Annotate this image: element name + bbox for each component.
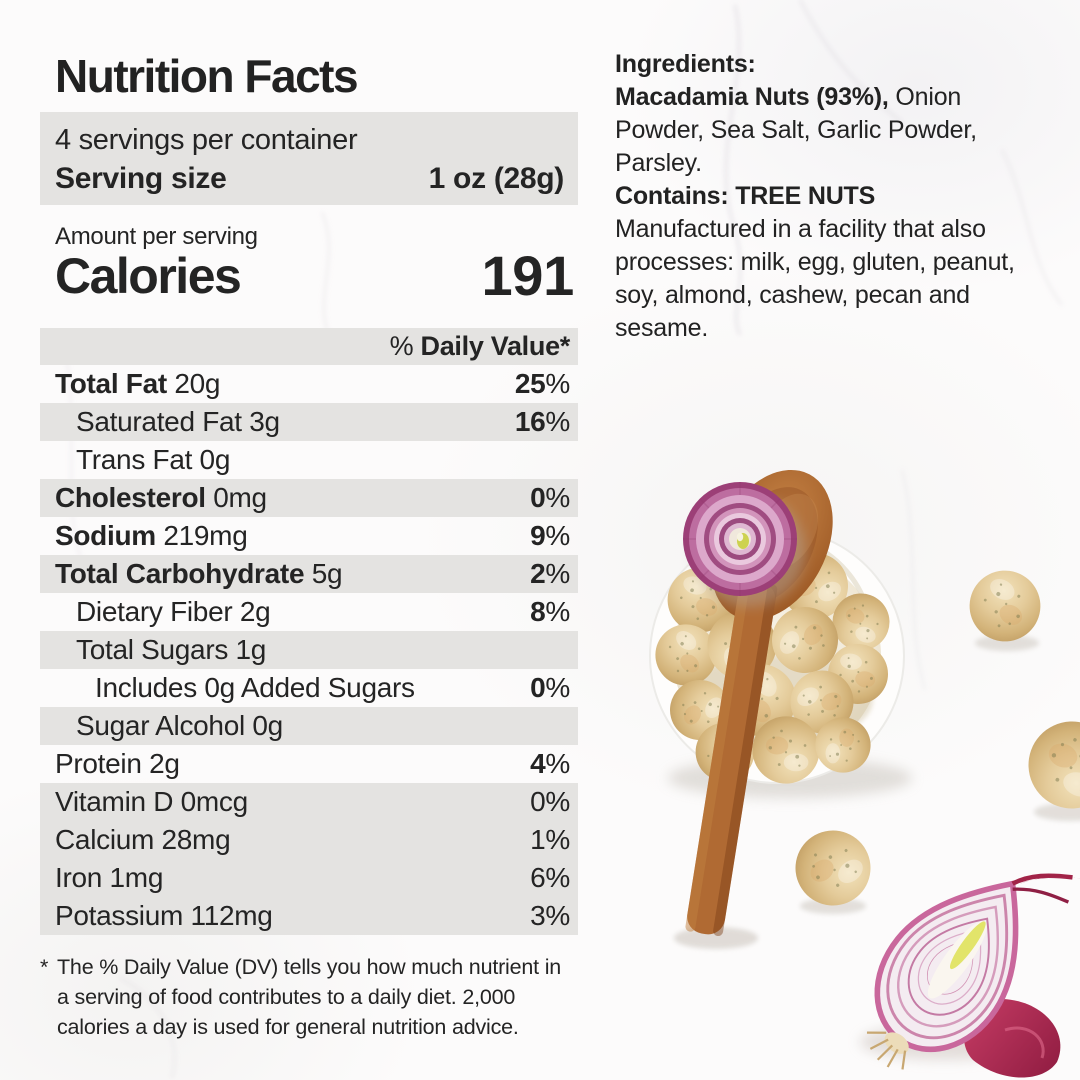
nutrient-label: Saturated Fat 3g [76, 406, 280, 437]
calories-value: 191 [481, 244, 574, 307]
daily-value-footnote: * The % Daily Value (DV) tells you how m… [40, 952, 585, 1042]
nutrition-facts-title: Nutrition Facts [55, 50, 359, 102]
nutrient-label: Includes 0g Added Sugars [95, 672, 415, 703]
nutrient-label: Total Fat 20g [55, 368, 221, 399]
contains-body: Manufactured in a facility that also pro… [615, 215, 1015, 342]
nutrient-daily-value: 9% [530, 520, 570, 551]
daily-value-header: % Daily Value* [40, 328, 578, 365]
row-total-sugars: Total Sugars 1g [40, 631, 578, 669]
row-iron: Iron 1mg 6% [40, 859, 578, 897]
ingredients-rest: Onion Powder, Sea Salt, Garlic Powder, P… [615, 83, 977, 177]
ingredients-main-item: Macadamia Nuts (93%), [615, 83, 889, 111]
half-red-onion [860, 873, 1080, 1078]
nutrient-label: Dietary Fiber 2g [76, 596, 271, 627]
row-sodium: Sodium 219mg 9% [40, 517, 578, 555]
footnote-text: The % Daily Value (DV) tells you how muc… [57, 955, 562, 1039]
calories-label: Calories [55, 248, 242, 304]
ingredients-panel: Ingredients: Macadamia Nuts (93%), Onion… [615, 48, 1075, 345]
row-sugar-alcohol: Sugar Alcohol 0g [40, 707, 578, 745]
scattered-nuts [780, 558, 1080, 921]
nutrient-label: Calcium 28mg [55, 824, 231, 855]
row-potassium: Potassium 112mg 3% [40, 897, 578, 935]
row-vitamin-d: Vitamin D 0mcg 0% [40, 783, 578, 821]
nutrient-label: Potassium 112mg [55, 900, 273, 931]
daily-value-pct-sign: % [389, 331, 414, 361]
nutrient-daily-value: 0% [530, 482, 570, 513]
contains-heading: Contains: TREE NUTS [615, 182, 876, 210]
nutrient-daily-value: 1% [530, 824, 570, 855]
row-protein: Protein 2g 4% [40, 745, 578, 783]
nutrient-daily-value: 3% [530, 900, 570, 931]
row-total-fat: Total Fat 20g 25% [40, 365, 578, 403]
nutrient-daily-value: 6% [530, 862, 570, 893]
nutrient-rows: Total Fat 20g 25% Saturated Fat 3g 16% T… [40, 365, 578, 935]
footnote-asterisk: * [40, 955, 49, 979]
row-calcium: Calcium 28mg 1% [40, 821, 578, 859]
serving-size-label: Serving size [55, 162, 227, 195]
nutrient-daily-value: 0% [530, 672, 570, 703]
ingredients-paragraph: Ingredients: Macadamia Nuts (93%), Onion… [615, 48, 1075, 180]
nutrient-daily-value: 16% [514, 406, 570, 437]
nutrient-daily-value: 2% [530, 558, 570, 589]
serving-size-value: 1 oz (28g) [428, 162, 565, 195]
calories-row: Calories 191 [40, 246, 578, 306]
nutrient-label: Sugar Alcohol 0g [76, 710, 283, 741]
nutrient-daily-value: 8% [530, 596, 570, 627]
nutrient-daily-value: 4% [530, 748, 570, 779]
row-saturated-fat: Saturated Fat 3g 16% [40, 403, 578, 441]
nutrient-label: Trans Fat 0g [76, 444, 231, 475]
serving-size-row: Serving size 1 oz (28g) [55, 159, 564, 199]
allergen-paragraph: Contains: TREE NUTS Manufactured in a fa… [615, 180, 1075, 345]
marble-veins [60, 0, 1063, 1079]
row-total-carbohydrate: Total Carbohydrate 5g 2% [40, 555, 578, 593]
nutrient-daily-value: 25% [514, 368, 570, 399]
onion-slice [683, 482, 805, 607]
amount-per-serving-label: Amount per serving [55, 223, 258, 250]
nutrient-label: Sodium 219mg [55, 520, 248, 551]
nutrient-label: Iron 1mg [55, 862, 164, 893]
nutrient-label: Protein 2g [55, 748, 180, 779]
row-trans-fat: Trans Fat 0g [40, 441, 578, 479]
row-dietary-fiber: Dietary Fiber 2g 8% [40, 593, 578, 631]
daily-value-header-text: Daily Value* [413, 331, 570, 361]
nutrient-label: Total Sugars 1g [76, 634, 267, 665]
serving-info-box: 4 servings per container Serving size 1 … [40, 112, 578, 205]
nutrient-daily-value: 0% [530, 786, 570, 817]
row-cholesterol: Cholesterol 0mg 0% [40, 479, 578, 517]
nutrient-label: Vitamin D 0mcg [55, 786, 248, 817]
row-added-sugars: Includes 0g Added Sugars 0% [40, 669, 578, 707]
ingredients-heading: Ingredients: [615, 50, 756, 78]
nutrient-label: Cholesterol 0mg [55, 482, 267, 513]
nutrient-label: Total Carbohydrate 5g [55, 558, 343, 589]
servings-per-container: 4 servings per container [55, 124, 358, 156]
